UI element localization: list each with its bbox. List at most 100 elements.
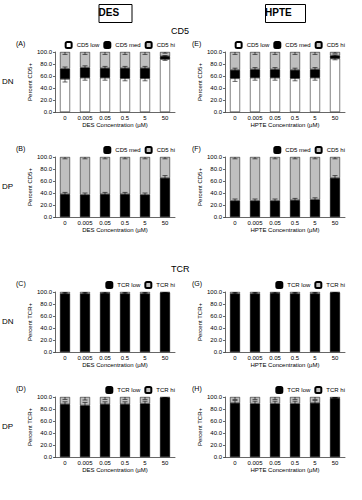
svg-text:5: 5	[143, 460, 147, 466]
svg-text:0.005: 0.005	[247, 460, 263, 466]
svg-text:0: 0	[63, 115, 67, 121]
svg-text:80.0: 80.0	[210, 406, 222, 412]
svg-text:60.0: 60.0	[210, 313, 222, 319]
svg-text:TCR hi: TCR hi	[156, 282, 175, 288]
svg-text:DES: DES	[99, 7, 120, 18]
svg-text:0: 0	[233, 355, 237, 361]
svg-text:40.0: 40.0	[40, 85, 52, 91]
svg-text:HPTE Concentration (µM): HPTE Concentration (µM)	[250, 362, 319, 368]
svg-text:0.0: 0.0	[214, 109, 223, 115]
svg-text:0.0: 0.0	[214, 349, 223, 355]
svg-text:DP: DP	[2, 182, 13, 191]
svg-text:0.5: 0.5	[121, 220, 130, 226]
svg-text:HPTE: HPTE	[265, 7, 292, 18]
svg-text:80.0: 80.0	[210, 61, 222, 67]
svg-text:0.005: 0.005	[247, 220, 263, 226]
svg-text:0.0: 0.0	[44, 349, 53, 355]
svg-text:CD5 hi: CD5 hi	[327, 42, 345, 48]
svg-text:50: 50	[332, 460, 339, 466]
svg-text:0.05: 0.05	[99, 355, 111, 361]
svg-text:HPTE Concentration (µM): HPTE Concentration (µM)	[250, 122, 319, 128]
svg-text:(F): (F)	[192, 145, 201, 153]
svg-text:5: 5	[313, 115, 317, 121]
svg-text:0.005: 0.005	[77, 115, 93, 121]
svg-text:5: 5	[143, 115, 147, 121]
svg-text:60.0: 60.0	[210, 178, 222, 184]
svg-text:DP: DP	[2, 422, 13, 431]
svg-text:0: 0	[63, 355, 67, 361]
svg-text:0.5: 0.5	[291, 460, 300, 466]
svg-text:100.0: 100.0	[37, 49, 53, 55]
svg-text:DES Concentration (µM): DES Concentration (µM)	[82, 467, 147, 473]
svg-text:100.0: 100.0	[207, 289, 223, 295]
svg-text:Percent CD5+: Percent CD5+	[197, 63, 203, 101]
svg-text:0.5: 0.5	[291, 115, 300, 121]
svg-text:0.005: 0.005	[77, 355, 93, 361]
svg-text:CD5 hi: CD5 hi	[157, 42, 175, 48]
svg-text:CD5 hi: CD5 hi	[157, 147, 175, 153]
svg-text:0.0: 0.0	[214, 214, 223, 220]
svg-text:DES Concentration (µM): DES Concentration (µM)	[82, 122, 147, 128]
svg-text:80.0: 80.0	[40, 61, 52, 67]
svg-text:0.005: 0.005	[247, 355, 263, 361]
svg-text:5: 5	[143, 355, 147, 361]
svg-text:TCR: TCR	[171, 264, 190, 274]
svg-text:40.0: 40.0	[210, 190, 222, 196]
svg-text:Percent CD5+: Percent CD5+	[197, 168, 203, 206]
svg-text:5: 5	[313, 220, 317, 226]
svg-text:Percent TCR+: Percent TCR+	[197, 407, 203, 446]
svg-text:20.0: 20.0	[40, 97, 52, 103]
svg-text:0: 0	[233, 115, 237, 121]
svg-text:CD5 low: CD5 low	[247, 42, 270, 48]
svg-text:Percent CD5+: Percent CD5+	[27, 63, 33, 101]
svg-text:50: 50	[332, 115, 339, 121]
svg-text:CD5 med: CD5 med	[285, 147, 310, 153]
svg-text:HPTE Concentration (µM): HPTE Concentration (µM)	[250, 467, 319, 473]
svg-text:0.05: 0.05	[269, 220, 281, 226]
svg-text:0.005: 0.005	[77, 460, 93, 466]
svg-text:DN: DN	[2, 77, 14, 86]
svg-text:Percent TCR+: Percent TCR+	[27, 302, 33, 341]
svg-text:0.5: 0.5	[121, 115, 130, 121]
svg-text:80.0: 80.0	[210, 301, 222, 307]
svg-text:80.0: 80.0	[40, 301, 52, 307]
svg-text:CD5 med: CD5 med	[115, 147, 140, 153]
svg-text:100.0: 100.0	[207, 394, 223, 400]
svg-text:0: 0	[233, 460, 237, 466]
svg-text:TCR low: TCR low	[117, 387, 141, 393]
svg-text:HPTE Concentration (µM): HPTE Concentration (µM)	[250, 227, 319, 233]
svg-text:0: 0	[233, 220, 237, 226]
svg-text:5: 5	[313, 355, 317, 361]
svg-text:50: 50	[332, 220, 339, 226]
svg-text:TCR low: TCR low	[287, 282, 311, 288]
svg-text:0.05: 0.05	[269, 460, 281, 466]
svg-text:100.0: 100.0	[207, 154, 223, 160]
svg-text:0.05: 0.05	[99, 460, 111, 466]
svg-text:0.0: 0.0	[214, 454, 223, 460]
svg-text:100.0: 100.0	[37, 394, 53, 400]
svg-text:CD5 med: CD5 med	[115, 42, 140, 48]
svg-text:50: 50	[162, 460, 169, 466]
svg-text:CD5 low: CD5 low	[77, 42, 100, 48]
svg-text:60.0: 60.0	[210, 73, 222, 79]
svg-text:TCR hi: TCR hi	[326, 282, 345, 288]
svg-text:40.0: 40.0	[210, 430, 222, 436]
svg-text:(G): (G)	[192, 280, 202, 288]
svg-text:20.0: 20.0	[210, 442, 222, 448]
svg-text:(E): (E)	[192, 40, 201, 48]
svg-text:50: 50	[162, 355, 169, 361]
svg-text:(D): (D)	[16, 385, 26, 393]
svg-text:80.0: 80.0	[210, 166, 222, 172]
svg-text:0: 0	[63, 460, 67, 466]
svg-text:DN: DN	[2, 317, 14, 326]
svg-text:(C): (C)	[16, 280, 26, 288]
svg-text:60.0: 60.0	[40, 313, 52, 319]
svg-text:TCR hi: TCR hi	[326, 387, 345, 393]
svg-text:60.0: 60.0	[210, 418, 222, 424]
svg-text:60.0: 60.0	[40, 418, 52, 424]
svg-text:DES Concentration (µM): DES Concentration (µM)	[82, 362, 147, 368]
svg-text:20.0: 20.0	[210, 337, 222, 343]
svg-text:TCR hi: TCR hi	[156, 387, 175, 393]
svg-text:TCR low: TCR low	[287, 387, 311, 393]
svg-text:20.0: 20.0	[40, 202, 52, 208]
